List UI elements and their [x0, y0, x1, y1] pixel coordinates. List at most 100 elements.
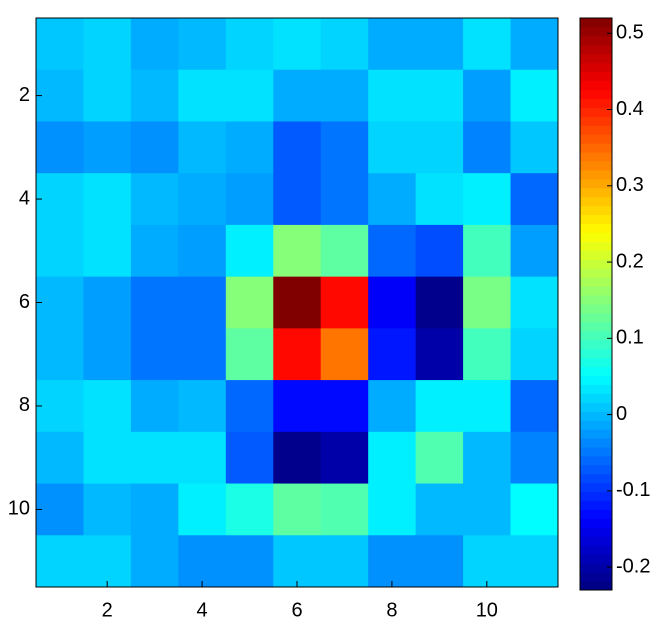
- heatmap-cell: [463, 224, 512, 278]
- heatmap-cell: [130, 276, 179, 329]
- colorbar-step: [580, 420, 612, 430]
- heatmap-cell: [83, 483, 132, 536]
- heatmap-cell: [130, 483, 179, 536]
- colorbar-step: [580, 348, 612, 359]
- heatmap-cell: [83, 431, 132, 485]
- heatmap-cell: [320, 380, 369, 433]
- heatmap-cell: [36, 483, 84, 536]
- colorbar-step: [580, 214, 612, 225]
- heatmap-cell: [130, 431, 179, 485]
- heatmap-cell: [178, 69, 227, 122]
- heatmap-cell: [273, 18, 322, 71]
- heatmap-cell: [130, 380, 179, 433]
- heatmap-cell: [320, 276, 369, 329]
- heatmap-cell: [368, 483, 417, 536]
- heatmap-cell: [225, 380, 274, 433]
- heatmap-cell: [273, 173, 322, 226]
- heatmap-cell: [320, 483, 369, 536]
- colorbar-step: [580, 321, 612, 332]
- heatmap-cell: [320, 328, 369, 381]
- x-tick-label: 10: [476, 599, 498, 621]
- colorbar-tick-label: 0.1: [616, 327, 644, 349]
- colorbar-step: [580, 35, 612, 46]
- heatmap-cell: [463, 121, 512, 174]
- x-tick-label: 4: [197, 599, 208, 621]
- heatmap-cell: [320, 173, 369, 226]
- heatmap-cell: [225, 483, 274, 536]
- heatmap-cell: [368, 328, 417, 381]
- y-tick-label: 2: [19, 84, 30, 106]
- heatmap-cell: [178, 276, 227, 329]
- heatmap-cell: [415, 121, 464, 174]
- colorbar-tick-label: 0.5: [616, 22, 644, 44]
- heatmap-cell: [273, 431, 322, 485]
- heatmap-cell: [36, 431, 84, 485]
- heatmap-cell: [415, 483, 464, 536]
- heatmap-cell: [415, 69, 464, 122]
- heatmap-cell: [36, 276, 84, 329]
- colorbar-tick-label: -0.1: [616, 479, 650, 501]
- colorbar-step: [580, 107, 612, 117]
- colorbar-step: [580, 572, 612, 582]
- colorbar-step: [580, 554, 612, 564]
- heatmap-cell: [368, 431, 417, 485]
- colorbar-step: [580, 178, 612, 189]
- heatmap-cell: [368, 121, 417, 174]
- heatmap-cell: [225, 276, 274, 329]
- colorbar-step: [580, 161, 612, 171]
- colorbar-step: [580, 26, 612, 37]
- heatmap-cell: [320, 18, 369, 71]
- heatmap-cell: [415, 173, 464, 226]
- heatmap-cell: [178, 380, 227, 433]
- heatmap-cell: [225, 69, 274, 122]
- heatmap-cell: [510, 69, 559, 122]
- colorbar-step: [580, 518, 612, 528]
- heatmap-cell: [320, 69, 369, 122]
- heatmap-cell: [130, 69, 179, 122]
- heatmap-cell: [36, 18, 84, 71]
- heatmap-cell: [130, 18, 179, 71]
- heatmap-cell: [463, 483, 512, 536]
- colorbar-step: [580, 464, 612, 475]
- colorbar-step: [580, 187, 612, 198]
- heatmap-cell: [415, 276, 464, 329]
- x-tick-label: 6: [291, 599, 302, 621]
- colorbar-step: [580, 268, 612, 278]
- heatmap-cell: [273, 121, 322, 174]
- colorbar-step: [580, 366, 612, 376]
- heatmap-cell: [368, 173, 417, 226]
- heatmap-cell: [225, 173, 274, 226]
- heatmap-cell: [225, 535, 274, 588]
- colorbar-step: [580, 402, 612, 412]
- colorbar-step: [580, 152, 612, 162]
- heatmap-cell: [225, 224, 274, 278]
- colorbar-step: [580, 241, 612, 251]
- heatmap-cell: [130, 121, 179, 174]
- colorbar-step: [580, 563, 612, 573]
- heatmap-cell: [510, 224, 559, 278]
- heatmap-cell: [178, 431, 227, 485]
- heatmap-cell: [130, 535, 179, 588]
- colorbar-step: [580, 53, 612, 64]
- colorbar-step: [580, 357, 612, 368]
- heatmap-cell: [463, 18, 512, 71]
- heatmap-cell: [130, 224, 179, 278]
- colorbar-step: [580, 98, 612, 108]
- heatmap-cell: [83, 276, 132, 329]
- heatmap-cell: [510, 328, 559, 381]
- heatmap-cell: [415, 328, 464, 381]
- y-tick-label: 8: [19, 394, 30, 416]
- colorbar-step: [580, 482, 612, 493]
- colorbar-step: [580, 455, 612, 466]
- heatmap-cell: [130, 173, 179, 226]
- colorbar-step: [580, 429, 612, 439]
- heatmap-cell: [415, 18, 464, 71]
- colorbar-step: [580, 250, 612, 260]
- heatmap-cell: [368, 224, 417, 278]
- heatmap-cell: [510, 173, 559, 226]
- heatmap-cell: [510, 535, 559, 588]
- heatmap-cell: [36, 69, 84, 122]
- heatmap-cell: [368, 276, 417, 329]
- heatmap-cell: [83, 69, 132, 122]
- heatmap-cell: [320, 431, 369, 485]
